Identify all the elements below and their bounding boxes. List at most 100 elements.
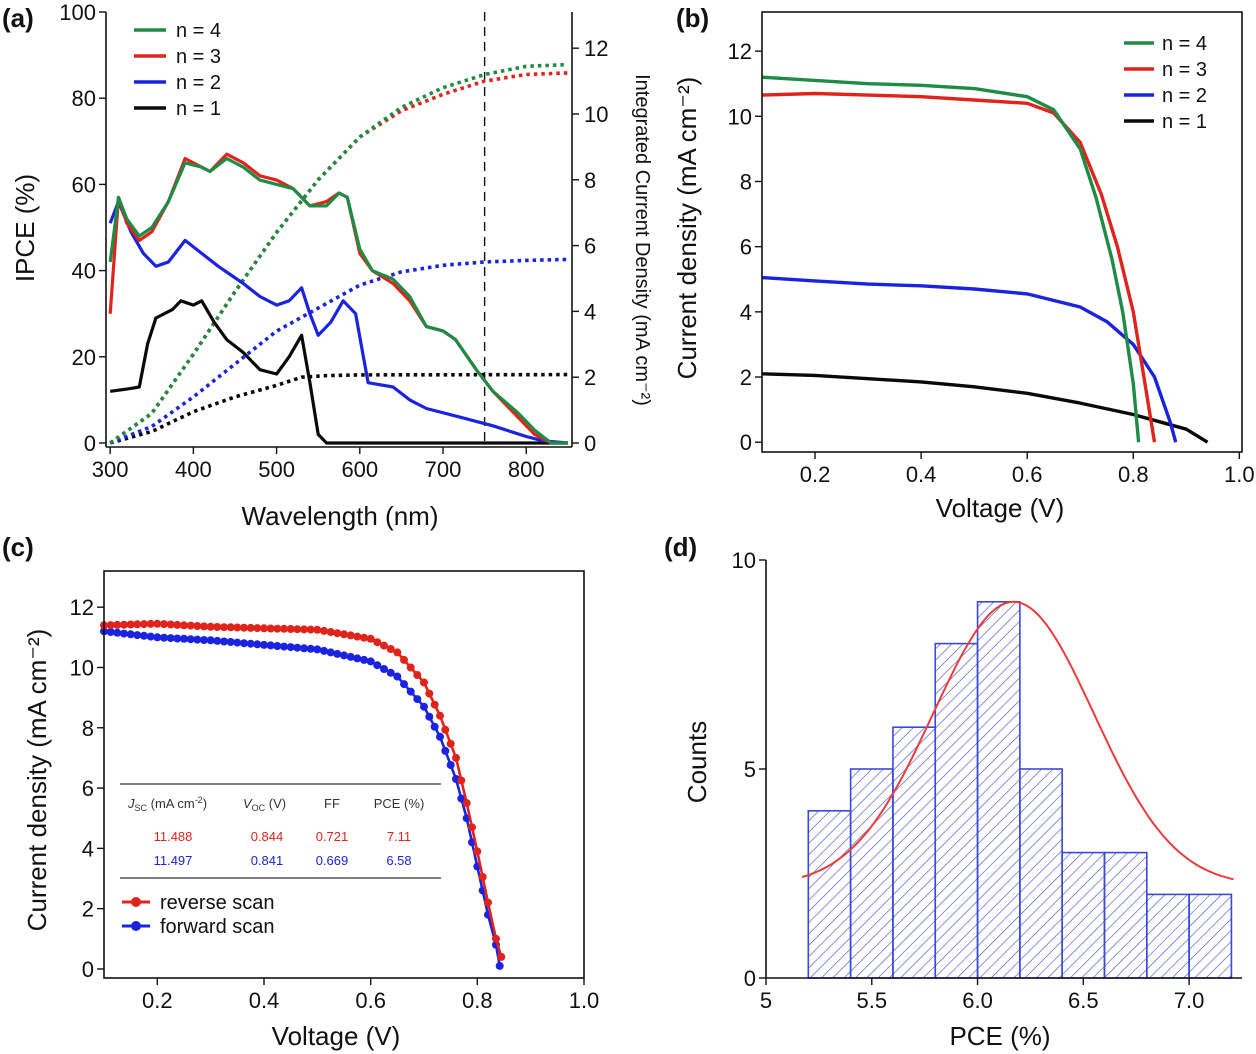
jv-point: [340, 630, 348, 639]
jv-point: [133, 631, 142, 640]
ipce-curve-n4: [108, 156, 568, 445]
x-tick-label: 0.8: [1118, 462, 1149, 487]
legend-marker: [131, 897, 141, 907]
jv-point: [126, 630, 135, 639]
jv-point: [313, 625, 322, 634]
y2-tick-label: 2: [584, 365, 596, 390]
jv-point: [393, 648, 402, 657]
jv-point: [146, 632, 155, 641]
jv-point: [226, 638, 235, 646]
jv-point: [220, 637, 228, 646]
jv-point: [425, 712, 434, 721]
jv-point: [213, 636, 222, 645]
jv-point: [293, 625, 302, 634]
panel-d-xlabel: PCE (%): [949, 1021, 1050, 1051]
jv-point: [366, 634, 375, 643]
integrated-curve-n2: [109, 257, 568, 445]
panel-c-table: JSC (mA cm-2) VOC (V) FF PCE (%) 11.488 0.844…: [120, 783, 441, 879]
jv-point: [166, 620, 175, 629]
y-tick-label: 6: [82, 776, 94, 801]
legend-label: n = 2: [1162, 85, 1207, 107]
jv-point: [306, 644, 315, 653]
panel-c-ylabel: Current density (mA cm⁻²): [22, 629, 52, 932]
jv-point: [260, 640, 268, 649]
jv-point: [380, 665, 388, 673]
jv-point: [366, 657, 375, 666]
panel-c-xlabel: Voltage (V): [272, 1021, 401, 1051]
panel-a-y2label: Integrated Current Density (mA cm⁻²): [631, 74, 653, 406]
legend-label: n = 1: [176, 98, 221, 120]
y-tick-label: 0: [82, 957, 94, 982]
legend-label: n = 3: [176, 46, 221, 68]
jv-point: [160, 633, 168, 642]
panel-a-chart: (a) 300 400 500 600 700 800 0 20 40 60 80 100 0 2 4 6 8 1…: [2, 0, 653, 531]
jv-point: [430, 722, 439, 731]
jv-point: [213, 623, 222, 631]
jv-curve-n3: [761, 91, 1157, 443]
jv-point: [484, 898, 492, 907]
jv-point: [193, 622, 202, 630]
jv-point: [400, 680, 408, 689]
jv-point: [320, 646, 328, 655]
jv-point: [186, 635, 195, 644]
table-cell: 0.841: [251, 853, 284, 868]
jv-point: [462, 799, 471, 808]
jv-point: [420, 678, 428, 687]
jv-point: [280, 642, 288, 651]
jv-point: [133, 620, 142, 629]
jv-point: [280, 624, 288, 633]
histogram-bar: [1103, 851, 1148, 979]
y-tick-label: 4: [82, 836, 94, 861]
jv-point: [273, 642, 282, 650]
y-tick-label: 10: [732, 548, 756, 573]
jv-point: [425, 689, 434, 698]
jv-point: [333, 649, 342, 658]
y2-tick-label: 12: [584, 36, 608, 61]
jv-point: [246, 623, 255, 632]
ipce-curve-n1: [109, 299, 568, 445]
jv-point: [306, 625, 315, 634]
panel-a-label: (a): [2, 3, 34, 33]
jv-point: [186, 621, 195, 630]
jv-curve-n1: [761, 372, 1209, 444]
table-header-jsc: JSC (mA cm-2): [127, 795, 207, 813]
x-tick-label: 6.5: [1068, 988, 1099, 1013]
jv-point: [240, 623, 248, 632]
y-tick-label: 0: [744, 966, 756, 991]
plot-frame: [103, 570, 585, 979]
jv-point: [113, 620, 122, 629]
jv-point: [326, 628, 335, 636]
integrated-curve-n3: [109, 71, 568, 445]
jv-point: [120, 629, 128, 638]
jv-point: [313, 645, 322, 654]
legend-label: reverse scan: [160, 892, 275, 914]
jv-point: [473, 847, 482, 856]
legend-label: n = 4: [1162, 33, 1207, 55]
jv-point: [200, 636, 208, 644]
jv-point: [386, 645, 395, 653]
jv-point: [166, 634, 175, 643]
x-tick-label: 700: [425, 457, 462, 482]
jv-point: [120, 620, 128, 629]
panel-b-label: (b): [676, 3, 709, 33]
jv-point: [233, 623, 242, 632]
jv-point: [246, 639, 255, 648]
x-tick-label: 600: [341, 457, 378, 482]
table-cell: 0.721: [316, 829, 349, 844]
jv-point: [457, 794, 466, 803]
y-tick-label: 100: [59, 0, 96, 25]
x-tick-label: 400: [175, 457, 212, 482]
panel-d-label: (d): [664, 532, 697, 562]
x-tick-label: 5.5: [856, 988, 887, 1013]
jv-point: [113, 628, 122, 637]
jv-point: [413, 695, 422, 704]
y-tick-label: 8: [82, 716, 94, 741]
table-cell: 6.58: [386, 853, 411, 868]
jv-point: [495, 961, 504, 970]
x-tick-label: 0.2: [800, 462, 831, 487]
jv-point: [446, 739, 455, 748]
histogram-bar: [1146, 893, 1190, 979]
jv-point: [173, 620, 182, 629]
